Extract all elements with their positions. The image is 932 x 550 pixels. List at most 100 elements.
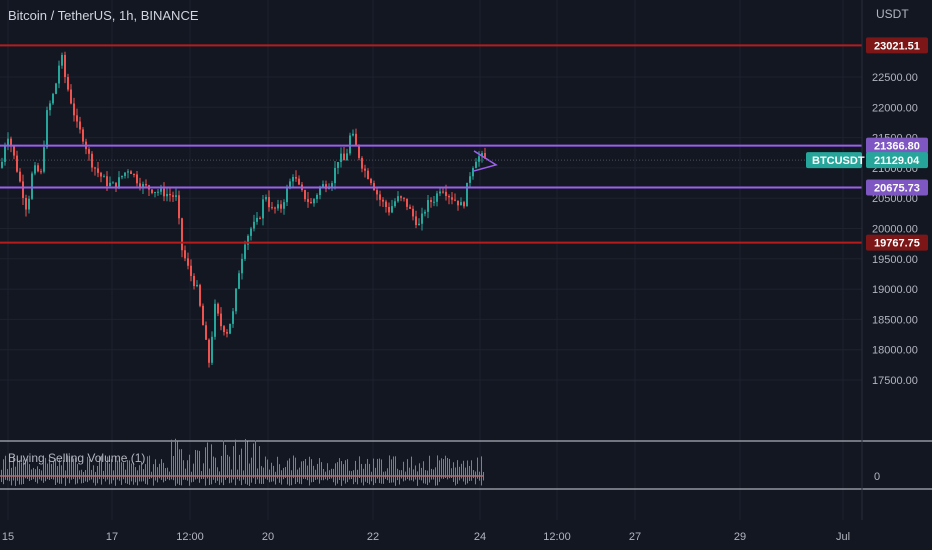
volume-bar xyxy=(217,467,218,476)
volume-bar xyxy=(483,471,484,476)
volume-bar xyxy=(33,467,34,476)
volume-bar xyxy=(471,476,472,481)
volume-bar xyxy=(111,476,112,484)
volume-bar xyxy=(5,455,6,476)
price-axis[interactable]: 17500.00 18000.00 18500.00 19000.00 19500.00… xyxy=(861,0,918,520)
candle-body xyxy=(394,201,396,207)
volume-bar xyxy=(379,458,380,476)
volume-bar xyxy=(37,466,38,476)
horizontal-levels[interactable] xyxy=(0,44,862,244)
candle-body xyxy=(349,135,351,154)
indicator-label[interactable]: Buying Selling Volume (1) xyxy=(8,451,146,465)
volume-bar xyxy=(147,456,148,476)
volume-bar xyxy=(377,458,378,476)
candle-body xyxy=(364,168,366,171)
volume-bar xyxy=(467,476,468,484)
candle-body xyxy=(442,191,444,193)
candle-body xyxy=(376,190,378,195)
volume-bar xyxy=(171,476,172,480)
volume-bar xyxy=(457,476,458,484)
candle-body xyxy=(235,288,237,312)
volume-bar xyxy=(185,476,186,480)
volume-bar xyxy=(357,476,358,485)
volume-bar xyxy=(125,469,126,476)
volume-bar xyxy=(213,456,214,476)
volume-bar xyxy=(413,469,414,476)
x-tick-label: 22 xyxy=(367,531,379,543)
volume-bar xyxy=(483,476,484,481)
volume-bar xyxy=(183,460,184,476)
volume-bar xyxy=(25,476,26,479)
volume-bar xyxy=(149,455,150,476)
volume-bar xyxy=(465,467,466,476)
volume-bar xyxy=(397,468,398,476)
volume-bar xyxy=(271,462,272,476)
volume-bar xyxy=(107,456,108,476)
x-tick-label: 27 xyxy=(629,531,641,543)
volume-bar xyxy=(339,476,340,480)
volume-bar xyxy=(201,476,202,480)
volume-bar xyxy=(151,476,152,479)
triangle-shape[interactable] xyxy=(473,150,498,172)
volume-bar xyxy=(105,476,106,482)
candle-body xyxy=(262,199,264,219)
volume-bar xyxy=(399,470,400,476)
volume-bar xyxy=(55,476,56,485)
volume-bar xyxy=(233,476,234,480)
volume-bar xyxy=(19,460,20,476)
volume-bar xyxy=(329,470,330,476)
volume-bar xyxy=(271,476,272,482)
volume-bar xyxy=(81,469,82,476)
candle-body xyxy=(7,138,9,146)
volume-bar xyxy=(175,438,176,476)
volume-bar xyxy=(13,456,14,476)
level-badge xyxy=(866,137,928,154)
volume-bar xyxy=(7,469,8,476)
candle-body xyxy=(265,197,267,200)
volume-bar xyxy=(117,460,118,476)
volume-bar xyxy=(351,471,352,476)
candle-body xyxy=(193,275,195,287)
volume-bar xyxy=(181,476,182,486)
volume-bar xyxy=(241,448,242,476)
volume-bar xyxy=(219,476,220,485)
volume-bar xyxy=(327,476,328,481)
symbol-tag xyxy=(806,152,862,169)
volume-bar xyxy=(95,471,96,476)
y-tick-label: 22000.00 xyxy=(872,102,918,114)
volume-bar xyxy=(299,476,300,484)
x-tick-label: 12:00 xyxy=(543,531,571,543)
y-tick-label: 19500.00 xyxy=(872,254,918,266)
candle-body xyxy=(346,153,348,161)
volume-bar xyxy=(257,476,258,480)
volume-bar xyxy=(357,469,358,476)
volume-bar xyxy=(337,462,338,476)
time-axis[interactable]: 15 17 12:00 20 22 24 12:00 27 29 Jul xyxy=(2,531,850,543)
volume-bar xyxy=(319,458,320,476)
candle-body xyxy=(445,191,447,196)
candle-body xyxy=(127,171,129,173)
volume-bar xyxy=(277,476,278,479)
volume-bar xyxy=(473,476,474,479)
volume-bar xyxy=(37,476,38,484)
candle-body xyxy=(295,177,297,179)
candle-body xyxy=(73,103,75,116)
symbol-title[interactable]: Bitcoin / TetherUS, 1h, BINANCE xyxy=(8,8,199,23)
volume-bar xyxy=(331,476,332,479)
volume-bar xyxy=(179,476,180,486)
volume-bar xyxy=(123,476,124,480)
volume-bar xyxy=(255,440,256,476)
volume-bar xyxy=(411,456,412,476)
candle-body xyxy=(253,221,255,229)
volume-bar xyxy=(61,465,62,476)
volume-bar xyxy=(133,462,134,476)
triangle-pattern[interactable] xyxy=(0,150,862,172)
candle-body xyxy=(187,258,189,266)
candle-body xyxy=(331,183,333,188)
volume-bar xyxy=(365,476,366,482)
volume-bar xyxy=(367,458,368,476)
candle-body xyxy=(133,174,135,176)
volume-bar xyxy=(199,450,200,476)
volume-bar xyxy=(133,476,134,485)
